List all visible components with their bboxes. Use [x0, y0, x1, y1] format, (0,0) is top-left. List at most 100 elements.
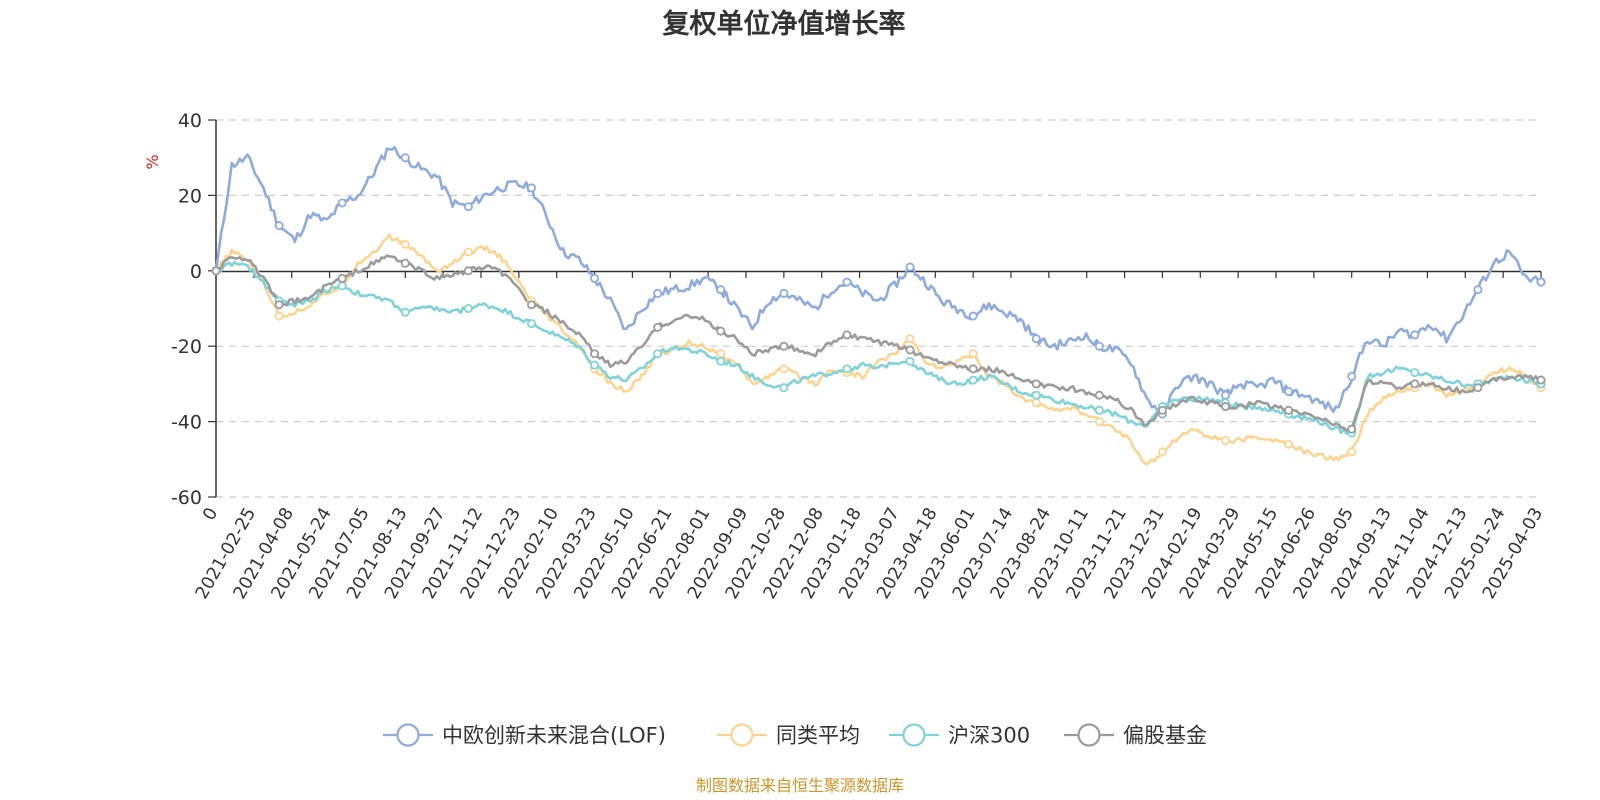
data-point-marker	[716, 349, 726, 359]
legend-item-1[interactable]: 同类平均	[717, 723, 860, 748]
data-point-marker	[1031, 390, 1041, 400]
series-line-3	[215, 254, 1542, 432]
data-point-marker	[400, 153, 410, 163]
data-point-marker	[1031, 334, 1041, 344]
y-tick-label: -40	[171, 412, 202, 434]
y-tick-label: -60	[171, 487, 202, 509]
data-point-marker	[1157, 447, 1167, 457]
data-point-marker	[653, 349, 663, 359]
y-tick-label: 20	[178, 185, 202, 207]
data-point-marker	[463, 202, 473, 212]
data-point-marker	[968, 349, 978, 359]
data-point-marker	[337, 198, 347, 208]
data-point-marker	[463, 247, 473, 257]
data-point-marker	[1473, 383, 1483, 393]
legend-label: 同类平均	[776, 724, 860, 748]
y-tick-label: 40	[178, 110, 202, 132]
data-point-marker	[337, 273, 347, 283]
data-point-marker	[1221, 402, 1231, 412]
data-point-marker	[653, 322, 663, 332]
data-point-marker	[590, 273, 600, 283]
data-point-marker	[274, 311, 284, 321]
data-point-marker	[968, 364, 978, 374]
legend-marker	[730, 723, 754, 747]
data-point-marker	[1347, 424, 1357, 434]
data-point-marker	[1031, 379, 1041, 389]
data-point-marker	[1031, 398, 1041, 408]
series-line-1	[214, 233, 1542, 466]
data-point-marker	[716, 356, 726, 366]
data-point-marker	[905, 345, 915, 355]
data-point-marker	[463, 303, 473, 313]
data-point-marker	[779, 288, 789, 298]
data-point-marker	[1221, 435, 1231, 445]
data-point-marker	[1347, 447, 1357, 457]
data-point-marker	[400, 307, 410, 317]
data-point-marker	[337, 281, 347, 291]
data-point-marker	[590, 349, 600, 359]
legend[interactable]: 中欧创新未来混合(LOF) 同类平均 沪深300 偏股基金	[383, 723, 1207, 748]
data-point-marker	[1347, 371, 1357, 381]
data-point-marker	[590, 360, 600, 370]
x-axis-ticks: 02021-02-252021-04-082021-05-242021-07-0…	[192, 271, 1547, 603]
data-point-marker	[1410, 368, 1420, 378]
data-point-marker	[1094, 341, 1104, 351]
data-point-marker	[1157, 405, 1167, 415]
data-point-marker	[274, 221, 284, 231]
data-point-marker	[400, 239, 410, 249]
legend-marker	[396, 723, 420, 747]
data-point-marker	[716, 326, 726, 336]
y-tick-label: -20	[171, 336, 202, 358]
series-lines	[214, 145, 1542, 466]
legend-marker	[1077, 723, 1101, 747]
data-point-marker	[779, 383, 789, 393]
data-point-marker	[1473, 285, 1483, 295]
series-markers	[211, 153, 1546, 457]
data-point-marker	[842, 277, 852, 287]
data-point-marker	[1284, 405, 1294, 415]
data-point-marker	[526, 183, 536, 193]
data-point-marker	[1536, 277, 1546, 287]
x-tick-label: 0	[199, 505, 222, 525]
legend-marker	[902, 723, 926, 747]
data-point-marker	[842, 364, 852, 374]
data-point-marker	[968, 311, 978, 321]
y-tick-label: 0	[190, 261, 202, 283]
y-axis-ticks: 40 20 0 -20 -40 -60	[171, 110, 216, 509]
data-point-marker	[211, 266, 221, 276]
data-point-marker	[905, 334, 915, 344]
data-point-marker	[968, 375, 978, 385]
data-point-marker	[400, 258, 410, 268]
data-point-marker	[653, 288, 663, 298]
data-point-marker	[274, 300, 284, 310]
data-point-marker	[1094, 417, 1104, 427]
legend-item-3[interactable]: 偏股基金	[1064, 723, 1207, 748]
chart-title: 复权单位净值增长率	[663, 8, 906, 40]
data-point-marker	[905, 356, 915, 366]
data-point-marker	[1536, 375, 1546, 385]
legend-item-2[interactable]: 沪深300	[889, 723, 1030, 748]
data-point-marker	[526, 319, 536, 329]
data-point-marker	[526, 300, 536, 310]
data-point-marker	[779, 341, 789, 351]
data-point-marker	[779, 364, 789, 374]
series-line-0	[214, 145, 1542, 416]
series-line-2	[215, 260, 1542, 435]
data-point-marker	[716, 285, 726, 295]
data-point-marker	[1410, 379, 1420, 389]
data-point-marker	[842, 330, 852, 340]
data-point-marker	[1284, 386, 1294, 396]
data-point-marker	[463, 266, 473, 276]
data-point-marker	[905, 262, 915, 272]
data-point-marker	[1221, 390, 1231, 400]
data-point-marker	[1284, 439, 1294, 449]
legend-label: 中欧创新未来混合(LOF)	[442, 724, 666, 748]
data-point-marker	[1094, 405, 1104, 415]
data-point-marker	[1094, 390, 1104, 400]
data-source-note: 制图数据来自恒生聚源数据库	[696, 776, 904, 795]
legend-label: 偏股基金	[1123, 724, 1207, 748]
legend-label: 沪深300	[948, 724, 1030, 748]
y-axis-unit-label: %	[143, 154, 162, 169]
legend-item-0[interactable]: 中欧创新未来混合(LOF)	[383, 723, 666, 748]
